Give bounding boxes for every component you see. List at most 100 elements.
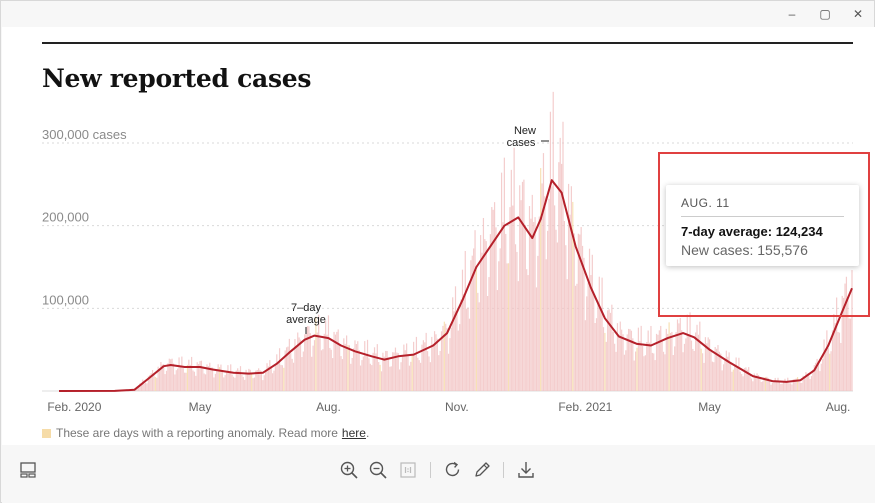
daily-case-bar — [295, 346, 297, 391]
anomaly-swatch — [42, 428, 51, 438]
daily-case-bar — [456, 312, 458, 391]
daily-case-bar — [840, 342, 842, 391]
daily-case-bar — [646, 342, 648, 391]
rotate-button[interactable] — [442, 459, 464, 481]
daily-case-bar — [771, 382, 774, 391]
daily-case-bar — [287, 346, 289, 391]
daily-case-bar — [319, 338, 321, 391]
daily-case-bar — [576, 283, 578, 391]
daily-case-bar — [788, 383, 790, 391]
daily-case-bar — [348, 345, 350, 391]
x-axis-label: Aug. — [316, 400, 341, 414]
daily-case-bar — [305, 327, 307, 391]
daily-case-bar — [641, 346, 644, 391]
daily-case-bar — [653, 353, 655, 391]
daily-case-bar — [160, 361, 162, 391]
daily-case-bar — [156, 377, 158, 391]
viewer-toolbar — [2, 445, 875, 503]
daily-case-bar — [728, 352, 730, 391]
daily-case-bar — [632, 338, 634, 391]
daily-case-bar — [753, 373, 755, 391]
tooltip-new-label: New cases: — [681, 242, 754, 258]
rotate-icon — [445, 461, 460, 477]
daily-case-bar — [429, 362, 431, 391]
daily-case-bar — [410, 361, 412, 391]
daily-case-bar — [188, 359, 190, 391]
daily-case-bar — [163, 364, 165, 391]
daily-case-bar — [481, 252, 483, 391]
daily-case-bar — [323, 333, 325, 391]
daily-case-bar — [256, 370, 258, 391]
daily-case-bar — [746, 369, 748, 391]
x-axis-label: Feb. 2021 — [558, 400, 612, 414]
daily-case-bar — [468, 318, 471, 391]
daily-case-bar — [639, 341, 641, 391]
read-more-link[interactable]: here — [341, 426, 366, 440]
daily-case-bar — [383, 356, 385, 391]
daily-case-bar — [297, 332, 299, 391]
daily-case-bar — [439, 350, 441, 391]
daily-case-bar — [421, 344, 423, 391]
panel-toggle-button[interactable] — [17, 459, 39, 481]
daily-case-bar — [366, 339, 369, 391]
daily-case-bar — [570, 186, 572, 391]
daily-case-bar — [614, 343, 616, 391]
edit-button[interactable] — [471, 459, 493, 481]
daily-case-bar — [727, 356, 729, 391]
daily-case-bar — [725, 350, 727, 391]
daily-case-bar — [696, 324, 698, 391]
daily-case-bar — [337, 329, 339, 391]
daily-case-bar — [574, 285, 577, 391]
daily-case-bar — [678, 323, 680, 391]
x-axis-label: Feb. 2020 — [47, 400, 101, 414]
daily-case-bar — [526, 269, 528, 391]
daily-case-bar — [713, 362, 715, 391]
daily-case-bar — [466, 308, 468, 391]
download-button[interactable] — [515, 459, 537, 481]
daily-case-bar — [144, 382, 147, 391]
daily-case-bar — [618, 335, 620, 391]
daily-case-bar — [234, 377, 236, 391]
daily-case-bar — [745, 367, 747, 391]
daily-case-bar — [499, 248, 501, 391]
daily-case-bar — [449, 338, 451, 391]
daily-case-bar — [729, 362, 732, 391]
daily-case-bar — [154, 376, 156, 391]
daily-case-bar — [453, 311, 455, 391]
maximize-button[interactable]: ▢ — [819, 7, 831, 21]
daily-case-bar — [351, 357, 353, 391]
daily-case-bar — [165, 370, 168, 391]
daily-case-bar — [309, 333, 311, 391]
daily-case-bar — [346, 335, 348, 391]
daily-case-bar — [249, 369, 251, 391]
daily-case-bar — [615, 351, 617, 391]
daily-case-bar — [248, 368, 250, 391]
daily-case-bar — [413, 341, 415, 391]
daily-case-bar — [654, 360, 656, 391]
daily-case-bar — [209, 362, 211, 391]
close-button[interactable]: ✕ — [852, 7, 864, 21]
daily-case-bar — [354, 340, 356, 391]
daily-case-bar — [262, 380, 264, 391]
daily-case-bar — [573, 233, 575, 391]
daily-case-bar — [830, 351, 832, 391]
daily-case-bar — [633, 360, 635, 391]
daily-case-bar — [292, 362, 295, 391]
daily-case-bar — [513, 147, 515, 391]
actual-size-icon — [400, 462, 416, 478]
daily-case-bar — [193, 371, 196, 391]
daily-case-bar — [601, 277, 603, 391]
page-title: New reported cases — [42, 64, 312, 93]
daily-case-bar — [246, 372, 249, 391]
avg-annotation-line1: 7–day — [291, 302, 321, 314]
daily-case-bar — [203, 373, 205, 391]
zoom-in-button[interactable] — [338, 459, 360, 481]
actual-size-button[interactable] — [397, 459, 419, 481]
daily-case-bar — [702, 353, 704, 391]
zoom-out-button[interactable] — [367, 459, 389, 481]
daily-case-bar — [136, 388, 138, 391]
daily-case-bar — [186, 364, 189, 391]
daily-case-bar — [217, 364, 219, 391]
daily-case-bar — [371, 365, 373, 391]
minimize-button[interactable]: – — [788, 7, 796, 21]
